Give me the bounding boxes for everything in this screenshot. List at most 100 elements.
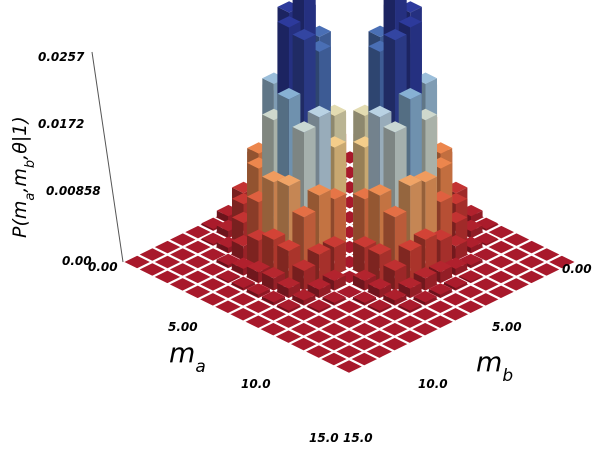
bar-face-top — [322, 291, 346, 303]
data-bar — [459, 270, 483, 283]
bar-face-left — [262, 296, 274, 305]
bar-face-right — [470, 225, 483, 238]
floor-grid-line — [333, 253, 563, 368]
bar-face-top — [398, 239, 422, 251]
z-axis-line — [91, 51, 124, 263]
bar-face-top — [428, 260, 452, 273]
x-tick-label: 5.00 — [168, 320, 198, 334]
floor-grid-line — [151, 246, 380, 361]
bar-face-left — [201, 223, 214, 231]
bar-face-top — [247, 229, 270, 241]
bar-face-right — [486, 223, 498, 231]
bar-face-left — [383, 294, 395, 305]
bar-face-left — [216, 225, 229, 238]
z-tick-label: 0.0257 — [38, 50, 85, 64]
bar-face-top — [383, 29, 407, 41]
bar-face-top — [277, 239, 301, 251]
bar-face-left — [277, 282, 289, 298]
bar-face-top — [231, 276, 255, 288]
bar-face-right — [243, 282, 255, 291]
bar-face-top — [353, 269, 377, 281]
data-bar — [398, 277, 422, 298]
bar-face-top — [368, 105, 392, 118]
bar-face-top — [292, 259, 316, 271]
data-bar — [383, 289, 407, 305]
data-bar — [353, 291, 376, 305]
data-bar — [322, 269, 346, 291]
bar-face-right — [455, 282, 468, 291]
bar-face-right — [470, 242, 483, 253]
bar-face-top — [277, 174, 301, 187]
bar-face-right — [470, 275, 483, 283]
data-bar — [307, 278, 331, 298]
bar-face-top — [383, 289, 407, 301]
bar-face-top — [428, 283, 452, 295]
data-bar — [277, 299, 301, 313]
y-axis-label: mb — [476, 347, 513, 386]
bar-face-top — [368, 299, 392, 311]
bar-face-left — [246, 266, 259, 283]
bar-face-top — [413, 290, 437, 303]
bar-face-top — [292, 121, 316, 133]
floor-grid-line — [136, 253, 365, 368]
data-bar — [216, 270, 240, 283]
z-tick-label: 0.00 — [62, 254, 92, 268]
bar-face-top — [277, 277, 301, 289]
bar-face-left — [353, 241, 365, 276]
bar-face-top — [322, 236, 346, 248]
data-bar — [413, 290, 437, 305]
bar-face-top — [459, 236, 483, 248]
data-bar — [444, 276, 468, 291]
bar-face-top — [368, 243, 392, 255]
bar-face-right — [318, 305, 331, 313]
data-bar — [353, 269, 377, 291]
y-tick-label: 5.00 — [492, 320, 522, 334]
bar-face-top — [444, 276, 468, 288]
bar-face-left — [353, 297, 365, 305]
bar-face-left — [216, 242, 229, 253]
bar-face-left — [368, 284, 380, 298]
bar-face-left — [262, 272, 274, 291]
bar-face-top — [413, 228, 437, 240]
bar-face-right — [334, 297, 346, 305]
bar-face-left — [231, 282, 244, 291]
bar-face-right — [394, 294, 407, 305]
bar-face-top — [262, 290, 285, 303]
bar-face-top — [262, 228, 286, 240]
bar-face-right — [440, 266, 452, 283]
data-bar — [428, 283, 452, 298]
data-bar — [231, 276, 255, 291]
bar-face-left — [459, 275, 471, 283]
data-bar — [307, 299, 331, 313]
bar-face-right — [228, 275, 240, 283]
bar-face-left — [353, 275, 365, 291]
bar-face-top — [246, 260, 270, 273]
bar-face-top — [444, 181, 468, 194]
z-tick-label: 0.0172 — [38, 117, 84, 131]
bars — [201, 0, 498, 313]
bar-face-left — [216, 275, 229, 283]
bar-face-top — [459, 253, 483, 266]
data-bar — [368, 299, 392, 313]
bar-face-top — [292, 29, 316, 41]
bar-face-left — [444, 282, 456, 291]
bar-face-right — [258, 288, 270, 298]
bar-face-left — [216, 259, 229, 268]
bar-face-top — [322, 269, 346, 281]
y-tick-label: 10.0 — [418, 377, 448, 391]
bar-face-top — [398, 16, 422, 28]
bar-face-top — [201, 217, 225, 229]
bar-face-top — [383, 121, 407, 133]
bar-face-right — [409, 305, 422, 313]
bar-face-left — [398, 305, 410, 313]
bar-face-left — [307, 284, 319, 298]
bar-face-left — [246, 288, 259, 298]
bar-face-top — [307, 184, 331, 196]
bar-face-right — [470, 259, 483, 268]
bar-face-left — [231, 263, 244, 276]
data-bar — [246, 283, 270, 298]
bar-face-top — [368, 184, 392, 196]
bar-face-right — [364, 275, 377, 291]
